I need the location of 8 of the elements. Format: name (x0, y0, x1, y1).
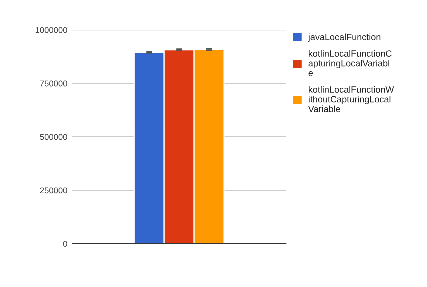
y-tick-label: 500000 (40, 134, 68, 140)
legend-label: kotlinLocalFunctionWithoutCapturingLocalVariable (308, 86, 394, 112)
y-tick-label: 0 (63, 241, 68, 248)
y-tick-label: 250000 (40, 188, 68, 194)
legend-label: kotlinLocalFunctionCapturingLocalVariable (308, 50, 392, 76)
y-tick-label: 750000 (40, 80, 68, 87)
legend-label: javaLocalFunction (308, 34, 381, 42)
y-tick-label: 1000000 (36, 27, 68, 34)
